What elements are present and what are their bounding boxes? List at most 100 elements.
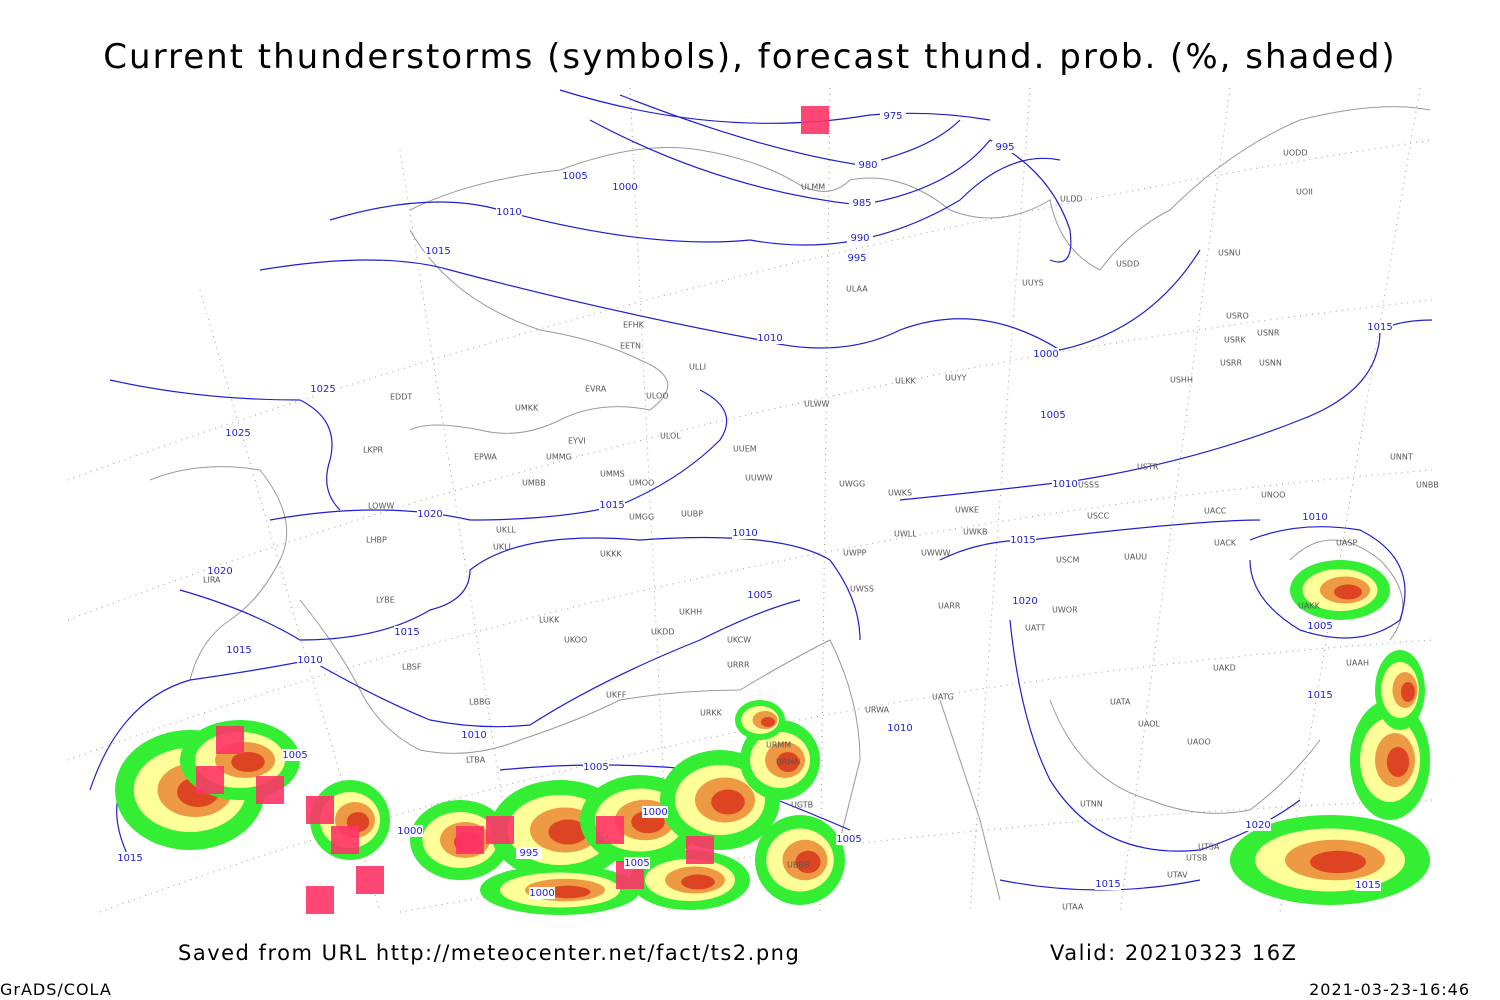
- station-label: ULOL: [660, 432, 681, 441]
- station-label: EVRA: [585, 385, 607, 394]
- isobar-label: 1005: [1307, 621, 1332, 632]
- isobar-label-bg: [642, 806, 668, 818]
- isobar-label-bg: [1307, 620, 1333, 632]
- isobar-label: 1020: [417, 509, 442, 520]
- map-labels: 975 980 985 990 995 995 1005 1000 1010 1015 1010 10…: [117, 110, 1439, 912]
- station-label: UACK: [1214, 539, 1237, 548]
- isobar-label: 1015: [1010, 535, 1035, 546]
- station-label: UATG: [932, 693, 954, 702]
- isobar-label: 1005: [747, 590, 772, 601]
- isobar-label-bg: [394, 626, 420, 638]
- isobar-label-bg: [887, 722, 913, 734]
- station-label: UKDD: [651, 628, 674, 637]
- isobar-label-bg: [397, 825, 423, 837]
- isobar-label-bg: [1355, 879, 1381, 891]
- station-label: UWLL: [894, 530, 917, 539]
- storm-symbol: [306, 796, 334, 824]
- station-label: UATA: [1110, 698, 1131, 707]
- isobar-label: 1000: [1033, 349, 1058, 360]
- coastlines: [149, 106, 1431, 901]
- station-label: EDDT: [390, 393, 412, 402]
- station-label: URMM: [766, 741, 791, 750]
- station-label: LKPR: [363, 446, 384, 455]
- isobar-label-bg: [226, 644, 252, 656]
- isobar-label: 1015: [1307, 690, 1332, 701]
- station-label: UAAH: [1346, 659, 1369, 668]
- station-label: ULLI: [689, 363, 706, 372]
- isobar-label-bg: [1095, 878, 1121, 890]
- prob-max: [711, 789, 745, 815]
- station-label: UKLL: [496, 526, 517, 535]
- isobar-label-bg: [496, 206, 522, 218]
- isobar-label-bg: [1307, 689, 1333, 701]
- prob-max: [545, 885, 591, 899]
- isobar-label-bg: [417, 508, 443, 520]
- isobar-label: 1010: [1302, 512, 1327, 523]
- prob-max: [231, 752, 265, 772]
- isobar-label-bg: [880, 110, 906, 122]
- prob-max: [548, 819, 588, 845]
- isobar-label: 1000: [642, 807, 667, 818]
- isobar-label-bg: [599, 499, 625, 511]
- isobar-label-bg: [612, 181, 638, 193]
- station-label: URKK: [700, 709, 723, 718]
- station-label: UMKK: [515, 404, 539, 413]
- isobar-label: 985: [852, 198, 871, 209]
- storm-symbol: [486, 816, 514, 844]
- prob-max: [1401, 682, 1415, 702]
- prob-max: [761, 717, 775, 727]
- prob-max: [1386, 747, 1410, 777]
- isobar-label: 995: [519, 848, 538, 859]
- isobar-label-bg: [516, 847, 542, 859]
- isobar-label-bg: [529, 887, 555, 899]
- isobar-label-bg: [282, 749, 308, 761]
- isobar-label: 1020: [1012, 596, 1037, 607]
- timestamp: 2021-03-23-16:46: [1309, 980, 1470, 999]
- isobar-label: 1010: [887, 723, 912, 734]
- station-label: LYBE: [376, 596, 395, 605]
- isobar-label-bg: [844, 252, 870, 264]
- isobar-label: 1010: [757, 333, 782, 344]
- isobar-label-bg: [992, 141, 1018, 153]
- prob-max: [681, 874, 715, 890]
- station-label: UATT: [1025, 624, 1045, 633]
- storm-symbol: [596, 816, 624, 844]
- isobar-label: 995: [847, 253, 866, 264]
- storm-symbol: [686, 836, 714, 864]
- isobar-label: 980: [858, 160, 877, 171]
- isobar-label: 1020: [207, 566, 232, 577]
- station-label: UGTB: [791, 801, 813, 810]
- station-label: EETN: [620, 342, 641, 351]
- station-label: UAOO: [1187, 738, 1211, 747]
- station-label: UWWW: [921, 549, 951, 558]
- prob-max: [1310, 850, 1366, 874]
- isobar-label: 1010: [496, 207, 521, 218]
- prob-max: [795, 850, 821, 874]
- station-label: ULMM: [801, 183, 825, 192]
- station-label: USNN: [1259, 359, 1282, 368]
- isobar-label: 1015: [117, 853, 142, 864]
- storm-symbol: [196, 766, 224, 794]
- station-label: UTSA: [1198, 843, 1220, 852]
- storm-symbol: [216, 726, 244, 754]
- storm-symbol: [356, 866, 384, 894]
- isobar-label-bg: [310, 383, 336, 395]
- station-label: UUYS: [1022, 279, 1044, 288]
- storm-symbol: [456, 826, 484, 854]
- station-label: UWSS: [850, 585, 874, 594]
- station-label: UMGG: [629, 513, 654, 522]
- station-label: UAOL: [1138, 720, 1160, 729]
- isobar-label-bg: [225, 427, 251, 439]
- station-label: UUWW: [745, 474, 773, 483]
- title: Current thunderstorms (symbols), forecas…: [103, 37, 1396, 77]
- station-label: USCC: [1087, 512, 1110, 521]
- station-label: UKKK: [600, 550, 622, 559]
- station-label: UWPP: [843, 549, 867, 558]
- isobar-label-bg: [757, 332, 783, 344]
- station-label: USNR: [1257, 329, 1280, 338]
- isobar-label-bg: [1010, 534, 1036, 546]
- isobar-label-bg: [297, 654, 323, 666]
- station-label: URWA: [865, 706, 890, 715]
- software: GrADS/COLA: [0, 980, 112, 999]
- station-label: USHH: [1170, 376, 1193, 385]
